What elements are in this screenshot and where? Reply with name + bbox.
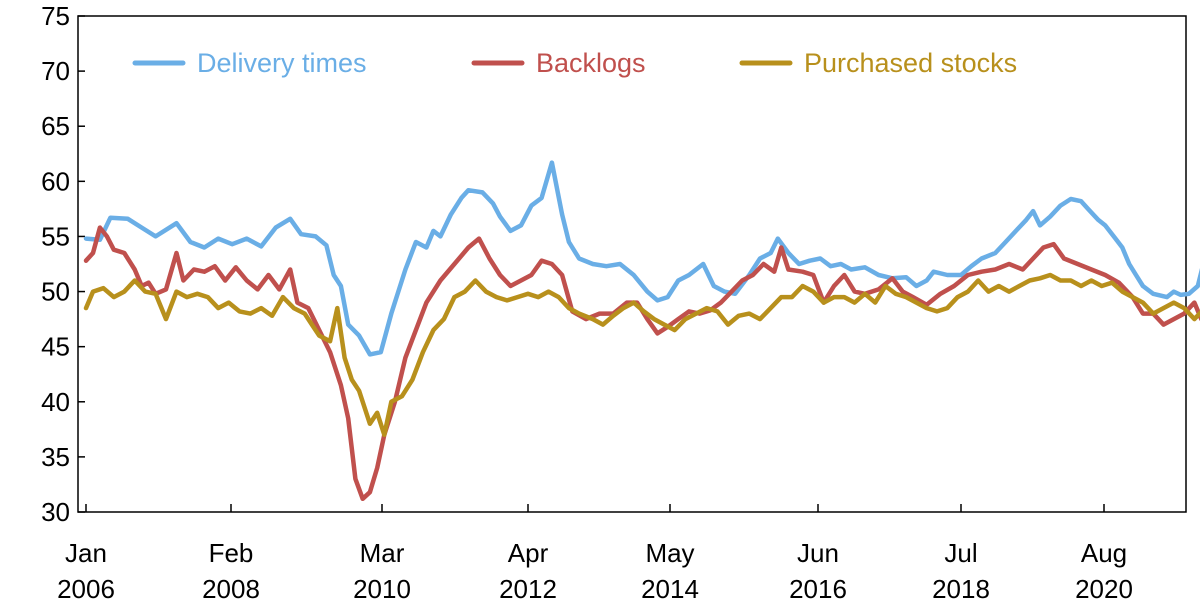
y-tick-label: 75 xyxy=(41,1,70,31)
x-tick-label-month: Apr xyxy=(508,538,549,568)
x-tick-label-year: 2016 xyxy=(789,574,847,604)
legend-label: Delivery times xyxy=(197,48,367,78)
series-lines xyxy=(83,160,1200,502)
x-tick-label-month: Aug xyxy=(1081,538,1127,568)
x-axis: Jan 2006 Feb 2008 Mar 2010 Apr 2012 May 2014 Jun 20… xyxy=(57,504,1133,604)
x-tick-label-year: 2008 xyxy=(202,574,260,604)
x-tick-label-month: Feb xyxy=(209,538,254,568)
y-tick-label: 35 xyxy=(41,442,70,472)
y-tick-label: 65 xyxy=(41,111,70,141)
legend: Delivery times Backlogs Purchased stocks xyxy=(132,48,1017,78)
y-axis: 30 35 40 45 50 55 60 65 70 75 xyxy=(41,1,85,527)
legend-label: Purchased stocks xyxy=(804,48,1017,78)
legend-label: Backlogs xyxy=(536,48,646,78)
y-tick-label: 50 xyxy=(41,277,70,307)
x-tick-label-month: Mar xyxy=(360,538,405,568)
y-tick-label: 40 xyxy=(41,387,70,417)
y-tick-label: 60 xyxy=(41,166,70,196)
x-tick-label-year: 2020 xyxy=(1075,574,1133,604)
x-tick-label-year: 2014 xyxy=(641,574,699,604)
series-line-purchased-stocks xyxy=(83,272,1200,438)
x-tick-label-month: May xyxy=(645,538,694,568)
y-tick-label: 30 xyxy=(41,497,70,527)
x-tick-label-month: Jan xyxy=(65,538,107,568)
x-tick-label-year: 2010 xyxy=(353,574,411,604)
x-tick-label-month: Jun xyxy=(797,538,839,568)
x-tick-label-year: 2006 xyxy=(57,574,115,604)
series-line-delivery-times xyxy=(83,160,1200,357)
x-tick-label-month: Jul xyxy=(944,538,977,568)
series-line-backlogs xyxy=(83,225,1200,502)
y-tick-label: 70 xyxy=(41,56,70,86)
x-tick-label-year: 2012 xyxy=(499,574,557,604)
y-tick-label: 55 xyxy=(41,221,70,251)
x-tick-label-year: 2018 xyxy=(932,574,990,604)
y-tick-label: 45 xyxy=(41,332,70,362)
plot-frame xyxy=(77,15,1187,513)
